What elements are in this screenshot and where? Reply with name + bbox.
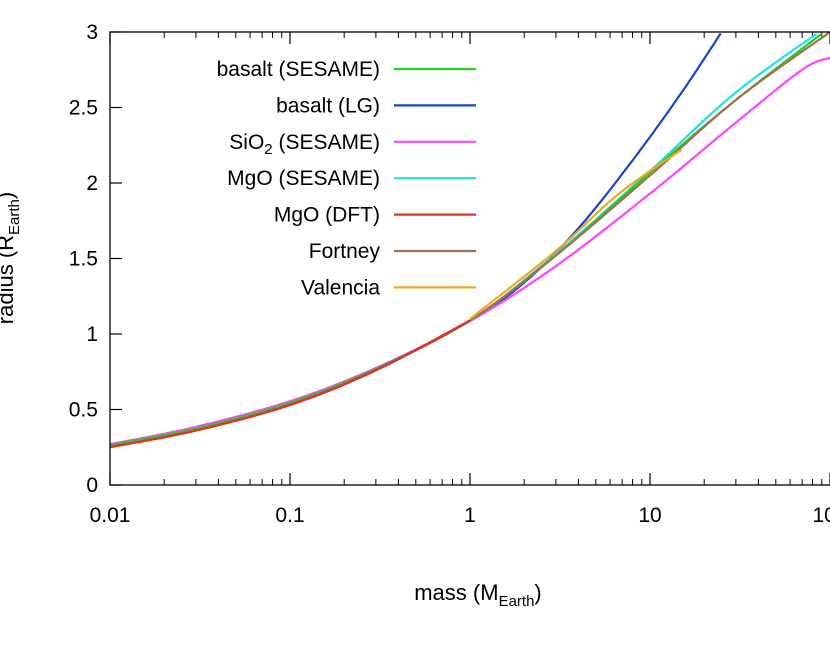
- y-tick-label: 0: [86, 474, 98, 497]
- x-axis-title-close: ): [534, 580, 541, 605]
- y-tick-label: 2: [86, 172, 98, 195]
- x-tick-label: 10: [638, 504, 661, 527]
- x-axis-title-main: mass (M: [414, 580, 498, 605]
- y-tick-label: 0.5: [69, 399, 98, 422]
- series-line-fortney: [109, 31, 830, 448]
- legend-label: basalt (LG): [276, 94, 380, 117]
- tick-labels: 0.01 0.1 1 10 100 0 0.5 1 1.5 2 2.5 3: [69, 21, 830, 527]
- x-axis-title-sub: Earth: [499, 593, 535, 610]
- series-line-basalt-lg-: [109, 32, 722, 447]
- x-tick-label: 0.01: [90, 504, 131, 527]
- x-tick-label: 0.1: [275, 504, 304, 527]
- legend-label: MgO (DFT): [274, 204, 380, 227]
- y-tick-label: 1.5: [69, 248, 98, 271]
- legend: basalt (SESAME) basalt (LG) SiO2 (SESAME) M…: [217, 58, 476, 299]
- y-axis-title-main: radius (R: [0, 235, 18, 324]
- legend-label: Valencia: [301, 276, 380, 299]
- series-line-mgo-sesame-: [109, 33, 818, 447]
- series-line-valencia: [469, 148, 683, 320]
- x-tick-label: 1: [464, 504, 476, 527]
- series-line-mgo-dft-: [109, 319, 471, 449]
- y-axis-title: radius (REarth): [0, 192, 23, 324]
- axis-ticks: [109, 31, 830, 486]
- legend-label: Fortney: [309, 240, 381, 263]
- series-line-basalt-sesame-: [109, 32, 824, 447]
- x-tick-label: 100: [812, 504, 830, 527]
- plot-frame: [109, 31, 830, 486]
- x-axis-title: mass (MEarth): [414, 580, 542, 610]
- legend-label: basalt (SESAME): [217, 58, 380, 81]
- y-axis-title-close: ): [0, 192, 18, 199]
- y-tick-label: 2.5: [69, 97, 98, 120]
- series-line-sio2-sesame-: [109, 56, 830, 446]
- y-axis-title-sub: Earth: [6, 199, 23, 235]
- legend-label: SiO2 (SESAME): [229, 131, 380, 158]
- y-tick-label: 3: [86, 21, 98, 44]
- legend-label: MgO (SESAME): [227, 167, 380, 190]
- y-tick-label: 1: [86, 323, 98, 346]
- series-lines: [109, 31, 830, 449]
